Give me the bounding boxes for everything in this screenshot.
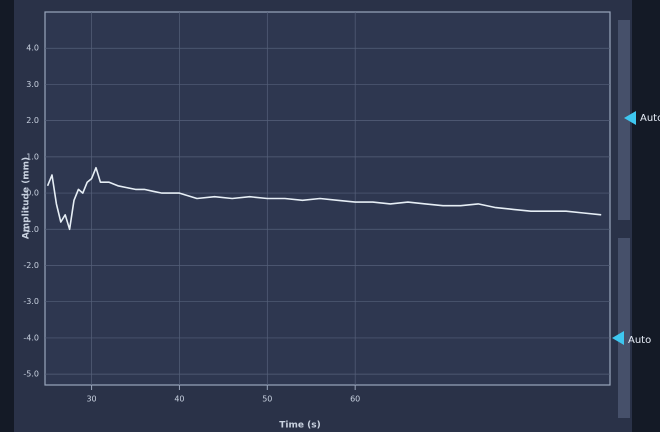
scale-slider-bottom[interactable]: [618, 238, 630, 418]
x-tick-label: 60: [350, 395, 360, 404]
y-tick-label: -3.0: [23, 297, 39, 306]
y-tick-label: -5.0: [23, 370, 39, 379]
y-tick-label: 3.0: [26, 80, 39, 89]
y-tick-label: 1.0: [26, 152, 39, 161]
chart: Auto Auto Amplitude (mm) Time (s) 4.03.0…: [0, 0, 660, 432]
y-tick-label: 4.0: [26, 44, 39, 53]
x-tick-label: 50: [262, 395, 272, 404]
auto-label[interactable]: Auto: [628, 335, 651, 346]
x-tick-label: 40: [174, 395, 184, 404]
y-tick-label: 2.0: [26, 116, 39, 125]
auto-label[interactable]: Auto: [640, 113, 660, 124]
x-axis-title: Time (s): [279, 421, 320, 431]
x-tick-label: 30: [86, 395, 96, 404]
y-tick-label: -2.0: [23, 261, 39, 270]
y-tick-label: -1.0: [23, 225, 39, 234]
y-tick-label: -4.0: [23, 333, 39, 342]
y-tick-label: 0.0: [26, 189, 39, 198]
